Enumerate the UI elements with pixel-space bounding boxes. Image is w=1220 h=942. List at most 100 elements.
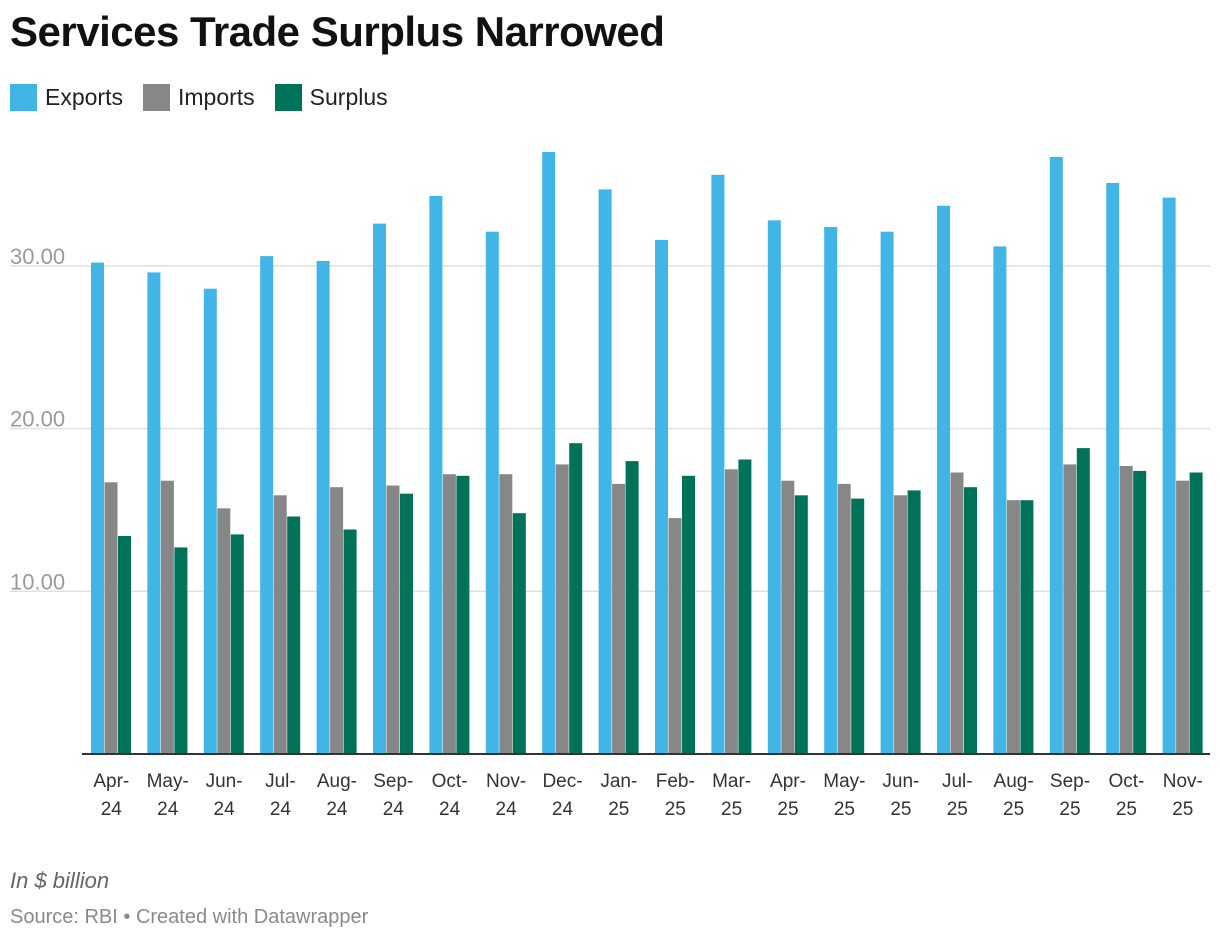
x-tick-label-month: Jun- [882,771,919,792]
bar-surplus [625,461,639,754]
bar-surplus [907,490,921,754]
x-tick-label: Jul- 24 [265,771,296,820]
legend-label-surplus: Surplus [309,84,388,110]
x-tick-label-year: 25 [890,799,911,820]
bar-exports [711,174,725,755]
bar-imports [837,483,851,754]
bar-exports [880,231,894,754]
x-tick-label-month: May- [147,771,189,792]
bar-exports [316,261,330,754]
x-tick-label-month: Aug- [994,771,1034,792]
x-tick-label-year: 25 [608,799,629,820]
legend-item-exports: Exports [10,84,123,111]
bar-surplus [1020,500,1034,754]
bar-imports [386,485,400,754]
x-tick-label-year: 25 [1172,799,1193,820]
bar-exports [655,239,668,754]
x-tick-label-year: 25 [721,799,742,820]
bar-exports [429,195,443,754]
x-tick-label-month: Dec- [542,771,582,792]
bar-surplus [343,529,357,754]
x-tick-label-month: Jun- [206,771,243,792]
y-tick-label: 30.00 [10,244,65,269]
chart-title: Services Trade Surplus Narrowed [10,8,665,55]
bar-imports [1063,464,1077,754]
bar-imports [1119,466,1133,754]
bar-imports [894,495,908,754]
legend-item-imports: Imports [142,84,255,111]
x-tick-label-month: Apr- [770,771,806,792]
bar-surplus [794,495,808,754]
x-tick-label: Aug- 25 [994,771,1034,820]
legend-item-surplus: Surplus [274,84,388,111]
x-tick-label: Apr- 24 [93,771,129,820]
x-tick-label-year: 25 [777,799,798,820]
x-tick-label-month: Sep- [1050,771,1090,792]
x-tick-label-month: Sep- [373,771,413,792]
bar-imports [1176,480,1190,754]
x-tick-label-month: Nov- [486,771,526,792]
x-tick-label-year: 24 [326,799,348,820]
x-tick-label-month: Mar- [712,771,751,792]
x-tick-label: Jan- 25 [600,771,637,820]
bar-imports [160,480,174,754]
bar-exports [147,272,161,754]
bar-exports [1049,156,1063,754]
bar-imports [612,483,626,754]
x-tick-label-year: 25 [947,799,968,820]
bar-surplus [174,547,188,754]
bar-surplus [1076,448,1090,754]
y-tick-label: 20.00 [10,407,65,432]
x-tick-label-year: 25 [1003,799,1024,820]
x-tick-label: Feb- 25 [656,771,695,820]
bar-surplus [230,534,244,754]
bar-imports [1006,500,1020,754]
bar-imports [724,469,738,754]
x-tick-label-month: Jul- [265,771,296,792]
legend-swatch-imports [142,84,170,111]
bar-exports [767,220,781,755]
bar-surplus [1189,472,1203,754]
bar-exports [993,246,1007,754]
x-tick-label: May- 25 [823,771,865,820]
legend: Exports Imports Surplus [10,84,408,111]
bar-surplus [738,459,752,754]
y-tick-label: 10.00 [10,569,65,594]
bar-exports [598,189,612,754]
bar-surplus [1133,470,1147,754]
bar-imports [499,474,513,754]
bar-exports [260,256,274,754]
x-tick-label-year: 25 [665,799,686,820]
x-tick-label: Nov- 25 [1163,771,1203,820]
x-tick-label-month: Oct- [1108,771,1144,792]
bar-surplus [512,513,526,754]
x-tick-label-year: 24 [157,799,179,820]
x-tick-label-month: Feb- [656,771,695,792]
x-tick-label: Jul- 25 [942,771,973,820]
bar-exports [203,288,217,754]
x-tick-label-month: May- [823,771,865,792]
bar-exports [1162,197,1176,755]
x-tick-label: May- 24 [147,771,189,820]
x-tick-label-year: 24 [439,799,461,820]
bar-chart: 10.0020.0030.00Apr-24May-24Jun-24Jul-24A… [10,152,1210,820]
bar-exports [485,231,499,754]
x-tick-label-month: Apr- [93,771,129,792]
x-tick-label: Mar- 25 [712,771,751,820]
bar-surplus [400,493,413,754]
x-tick-label: Apr- 25 [770,771,806,820]
source-credit: Source: RBI • Created with Datawrapper [10,906,369,928]
x-tick-label: Dec- 24 [542,771,582,820]
bar-surplus [118,536,131,754]
x-tick-label-year: 25 [834,799,855,820]
x-tick-label: Jun- 25 [882,771,919,820]
x-tick-label-year: 25 [1116,799,1137,820]
unit-note: In $ billion [10,868,110,893]
x-tick-label-year: 24 [552,799,574,820]
bar-surplus [287,516,301,754]
bar-surplus [682,475,695,754]
bar-exports [937,205,950,754]
x-tick-label-year: 24 [214,799,236,820]
legend-label-exports: Exports [45,84,123,110]
bar-imports [104,482,118,754]
